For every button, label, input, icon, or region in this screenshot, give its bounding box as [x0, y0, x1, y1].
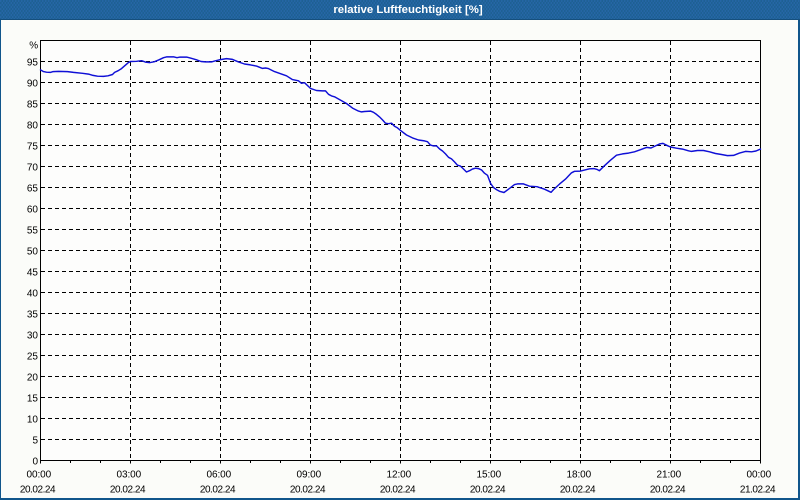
svg-text:15: 15 — [27, 394, 39, 405]
svg-text:03:00: 03:00 — [117, 470, 142, 481]
svg-text:20.02.24: 20.02.24 — [650, 485, 686, 496]
svg-text:12:00: 12:00 — [387, 470, 412, 481]
svg-text:09:00: 09:00 — [297, 470, 322, 481]
svg-text:00:00: 00:00 — [27, 470, 52, 481]
svg-text:21:00: 21:00 — [657, 470, 682, 481]
svg-text:30: 30 — [27, 331, 39, 342]
svg-text:06:00: 06:00 — [207, 470, 232, 481]
svg-text:60: 60 — [27, 205, 39, 216]
svg-text:45: 45 — [27, 268, 39, 279]
svg-text:80: 80 — [27, 121, 39, 132]
svg-text:5: 5 — [32, 436, 38, 447]
svg-text:55: 55 — [27, 226, 39, 237]
svg-text:15:00: 15:00 — [477, 470, 502, 481]
svg-text:00:00: 00:00 — [747, 470, 772, 481]
svg-text:70: 70 — [27, 163, 39, 174]
svg-text:10: 10 — [27, 415, 39, 426]
svg-text:20: 20 — [27, 373, 39, 384]
svg-text:95: 95 — [27, 58, 39, 69]
svg-text:90: 90 — [27, 79, 39, 90]
svg-text:%: % — [29, 40, 38, 51]
svg-text:25: 25 — [27, 352, 39, 363]
svg-text:20.02.24: 20.02.24 — [110, 485, 146, 496]
svg-text:20.02.24: 20.02.24 — [20, 485, 56, 496]
svg-text:75: 75 — [27, 142, 39, 153]
svg-text:50: 50 — [27, 247, 39, 258]
svg-text:20.02.24: 20.02.24 — [560, 485, 596, 496]
svg-text:18:00: 18:00 — [567, 470, 592, 481]
svg-text:40: 40 — [27, 289, 39, 300]
svg-text:20.02.24: 20.02.24 — [200, 485, 236, 496]
svg-text:35: 35 — [27, 310, 39, 321]
svg-text:20.02.24: 20.02.24 — [470, 485, 506, 496]
svg-text:0: 0 — [32, 457, 38, 468]
svg-text:85: 85 — [27, 100, 39, 111]
svg-text:65: 65 — [27, 184, 39, 195]
svg-text:21.02.24: 21.02.24 — [740, 485, 776, 496]
svg-text:20.02.24: 20.02.24 — [290, 485, 326, 496]
svg-text:20.02.24: 20.02.24 — [380, 485, 416, 496]
